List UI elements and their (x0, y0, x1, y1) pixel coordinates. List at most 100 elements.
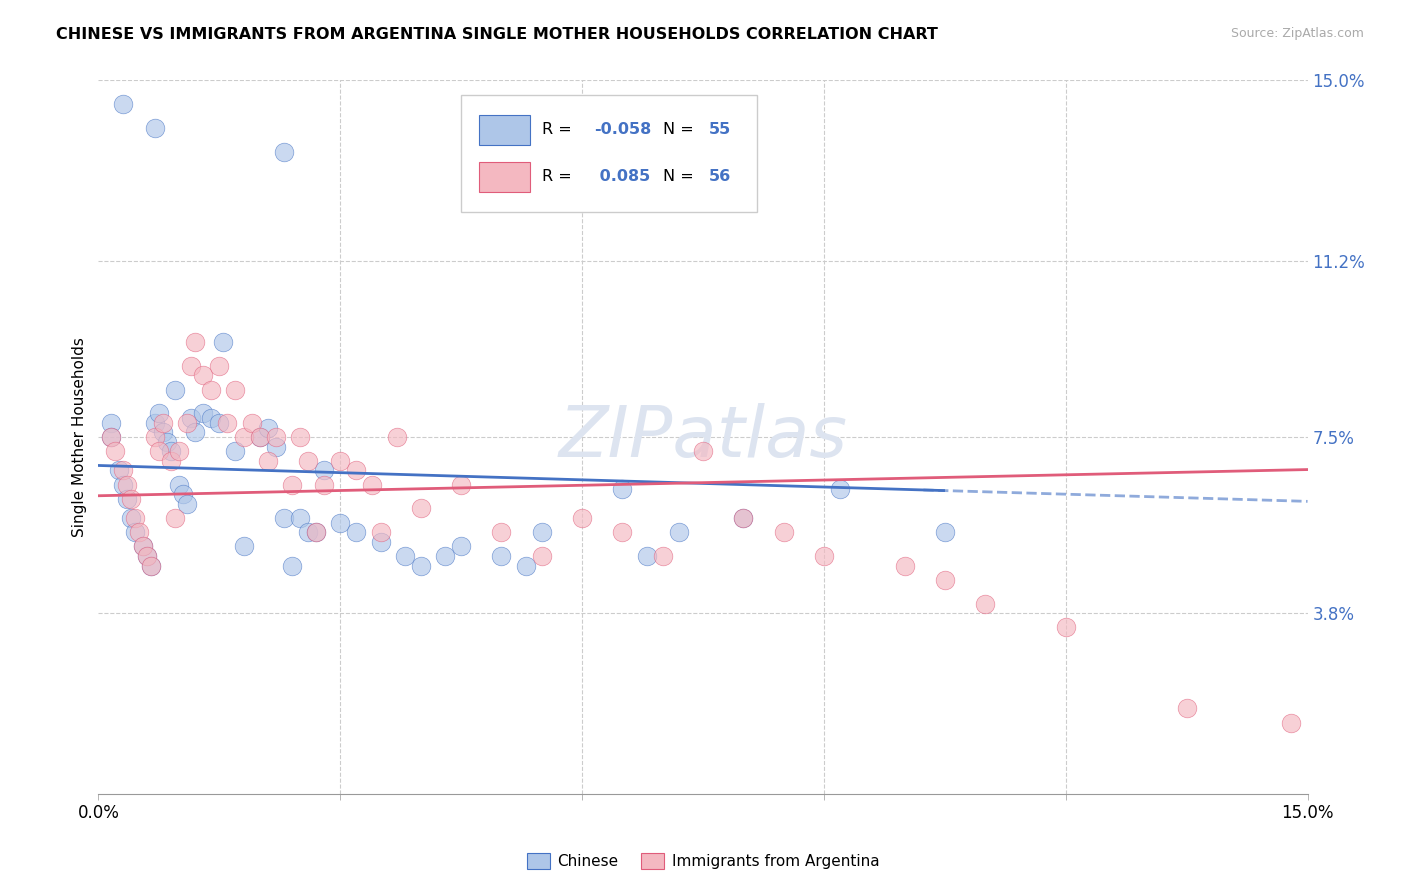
Point (772, 525, 794, 540)
Text: R =: R = (543, 169, 572, 184)
Point (120, 491, 142, 506)
Point (160, 444, 183, 458)
Point (273, 145, 295, 159)
Point (281, 558, 304, 573)
Point (208, 416, 231, 430)
Point (184, 334, 207, 349)
Point (111, 477, 134, 491)
Point (515, 558, 537, 573)
FancyBboxPatch shape (479, 162, 530, 193)
Text: Source: ZipAtlas.com: Source: ZipAtlas.com (1230, 27, 1364, 40)
Point (450, 540, 472, 554)
Point (1054, 620, 1077, 634)
Point (160, 454, 183, 468)
Point (256, 420, 278, 434)
Point (224, 444, 246, 458)
Point (172, 487, 194, 501)
Point (107, 463, 129, 477)
Point (139, 558, 162, 573)
Point (297, 454, 319, 468)
Point (1281, 715, 1303, 730)
Point (111, 97, 134, 112)
Point (124, 511, 146, 525)
Point (200, 411, 222, 425)
Point (143, 416, 166, 430)
Point (120, 511, 142, 525)
Y-axis label: Single Mother Households: Single Mother Households (72, 337, 87, 537)
Point (733, 511, 755, 525)
Point (176, 416, 198, 430)
Point (163, 511, 186, 525)
Point (148, 444, 170, 458)
Text: 55: 55 (709, 122, 731, 137)
Point (530, 525, 553, 540)
Point (974, 597, 997, 611)
Point (314, 463, 336, 477)
Point (491, 525, 513, 540)
Point (668, 525, 690, 540)
Point (288, 511, 311, 525)
Legend: Chinese, Immigrants from Argentina: Chinese, Immigrants from Argentina (520, 847, 886, 875)
Text: ZIPatlas: ZIPatlas (558, 402, 848, 472)
Point (344, 463, 367, 477)
Text: CHINESE VS IMMIGRANTS FROM ARGENTINA SINGLE MOTHER HOUSEHOLDS CORRELATION CHART: CHINESE VS IMMIGRANTS FROM ARGENTINA SIN… (56, 27, 938, 42)
Point (148, 406, 170, 420)
Point (530, 549, 553, 563)
FancyBboxPatch shape (461, 95, 758, 212)
Point (828, 483, 851, 497)
Point (1175, 701, 1198, 715)
Point (180, 359, 202, 373)
Text: 0.085: 0.085 (595, 169, 651, 184)
Point (571, 511, 593, 525)
Point (281, 477, 304, 491)
Point (813, 549, 835, 563)
Point (224, 383, 246, 397)
Point (135, 549, 157, 563)
Point (329, 454, 352, 468)
Point (143, 120, 166, 135)
Point (305, 525, 328, 540)
Point (409, 558, 432, 573)
Point (132, 540, 155, 554)
Point (103, 444, 125, 458)
Point (491, 549, 513, 563)
Point (208, 359, 231, 373)
Point (692, 444, 714, 458)
Point (217, 416, 239, 430)
Point (256, 454, 278, 468)
Point (193, 406, 215, 420)
Point (232, 430, 254, 444)
Text: -0.058: -0.058 (595, 122, 651, 137)
Point (128, 525, 150, 540)
Point (288, 430, 311, 444)
Point (115, 491, 138, 506)
Point (156, 434, 179, 449)
Point (733, 511, 755, 525)
Point (184, 425, 207, 440)
Point (180, 411, 202, 425)
Point (124, 525, 146, 540)
Point (143, 430, 166, 444)
Point (273, 511, 295, 525)
Point (297, 525, 319, 540)
Point (370, 534, 392, 549)
Point (344, 525, 367, 540)
Point (100, 430, 122, 444)
Point (264, 440, 287, 454)
Point (305, 525, 328, 540)
Point (132, 540, 155, 554)
Point (167, 477, 190, 491)
Point (200, 383, 222, 397)
Point (361, 477, 384, 491)
Text: 56: 56 (709, 169, 731, 184)
Point (370, 525, 392, 540)
FancyBboxPatch shape (479, 115, 530, 145)
Point (249, 430, 271, 444)
Point (264, 430, 287, 444)
Point (329, 516, 352, 530)
Point (636, 549, 658, 563)
Point (612, 525, 634, 540)
Point (434, 549, 457, 563)
Point (409, 501, 432, 516)
Point (115, 477, 138, 491)
